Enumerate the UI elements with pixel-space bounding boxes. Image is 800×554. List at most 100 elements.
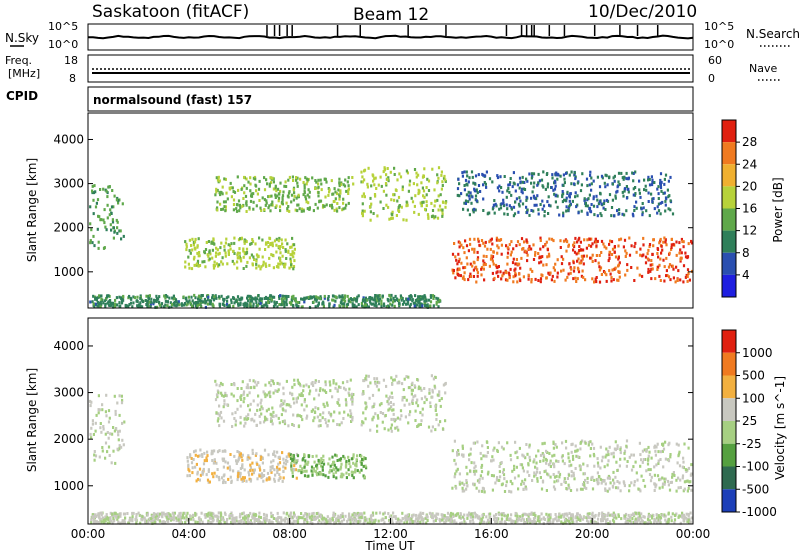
- velocity-cell: [271, 464, 274, 468]
- velocity-cell: [301, 458, 304, 462]
- velocity-cell: [579, 440, 583, 444]
- velocity-cell: [362, 411, 365, 415]
- velocity-cell: [624, 514, 627, 518]
- velocity-cell: [238, 515, 241, 519]
- velocity-cell: [300, 471, 303, 475]
- velocity-cell: [442, 383, 445, 387]
- velocity-cell: [251, 468, 254, 472]
- power-cell: [543, 210, 546, 213]
- power-cell: [238, 209, 241, 213]
- power-cell: [500, 186, 503, 189]
- power-cell: [273, 239, 277, 243]
- velocity-cell: [553, 487, 557, 491]
- power-cell: [532, 194, 535, 198]
- power-cell: [385, 193, 388, 197]
- velocity-cell: [596, 471, 599, 475]
- power-cell: [385, 203, 388, 207]
- velocity-cell: [446, 511, 450, 515]
- power-cell: [651, 178, 654, 182]
- velocity-cell: [358, 470, 361, 474]
- velocity-cell: [515, 450, 519, 454]
- power-cell: [188, 249, 191, 253]
- velocity-cell: [583, 481, 586, 484]
- velocity-cell: [289, 453, 292, 457]
- velocity-cell: [332, 475, 335, 479]
- velocity-cell: [430, 429, 433, 433]
- power-cell: [647, 191, 650, 195]
- velocity-cell: [198, 467, 202, 471]
- power-cell: [521, 247, 524, 251]
- velocity-cell: [360, 468, 363, 472]
- power-cell: [492, 262, 495, 266]
- velocity-cell: [239, 467, 242, 471]
- velocity-cell: [587, 443, 590, 447]
- power-cell: [550, 186, 553, 189]
- power-cell: [118, 229, 121, 233]
- velocity-cell: [219, 381, 223, 385]
- velocity-cell: [375, 377, 379, 381]
- velocity-cell: [243, 476, 246, 480]
- power-cell: [230, 242, 233, 246]
- velocity-cell: [223, 402, 226, 406]
- velocity-cell: [605, 447, 608, 451]
- power-cell: [467, 278, 470, 282]
- velocity-cell: [553, 475, 557, 479]
- velocity-cell: [313, 397, 316, 401]
- velocity-cell: [299, 516, 302, 520]
- velocity-cell: [521, 516, 524, 520]
- velocity-cell: [223, 473, 226, 477]
- velocity-cell: [526, 452, 529, 456]
- power-cell: [555, 171, 558, 175]
- power-cell: [541, 207, 544, 211]
- power-cell: [679, 248, 682, 252]
- velocity-cell: [231, 517, 234, 521]
- power-cell: [240, 236, 243, 240]
- velocity-cell: [187, 463, 190, 467]
- power-cell: [374, 176, 377, 180]
- velocity-cell: [350, 397, 353, 401]
- power-cell: [468, 237, 472, 241]
- velocity-cell: [549, 459, 552, 463]
- velocity-cell: [388, 519, 391, 522]
- power-cell: [532, 209, 535, 213]
- power-cell: [224, 200, 227, 204]
- power-cell: [283, 296, 286, 300]
- velocity-cell: [108, 454, 111, 457]
- power-cell: [307, 188, 310, 192]
- power-cell: [112, 236, 115, 240]
- power-cell: [305, 182, 308, 186]
- velocity-cell: [630, 481, 633, 485]
- velocity-cell: [319, 459, 323, 463]
- power-cell: [355, 297, 359, 301]
- power-cell: [107, 185, 110, 189]
- power-cell: [440, 170, 443, 174]
- power-cell: [519, 279, 522, 283]
- power-cell: [120, 301, 124, 305]
- power-cell: [187, 255, 190, 259]
- velocity-cell: [123, 420, 126, 424]
- power-cell: [583, 197, 586, 201]
- velocity-cell: [552, 462, 556, 466]
- velocity-cell: [343, 410, 346, 414]
- power-cell: [549, 204, 552, 208]
- velocity-cell: [489, 520, 492, 524]
- power-cell: [267, 299, 270, 303]
- power-cell: [299, 177, 302, 181]
- velocity-cell: [607, 521, 610, 525]
- power-cell: [477, 173, 480, 177]
- velocity-cell: [320, 472, 323, 476]
- power-cell: [456, 193, 459, 197]
- velocity-cell: [602, 479, 605, 483]
- power-cell: [190, 267, 194, 271]
- power-cell: [545, 263, 548, 267]
- power-cell: [120, 237, 123, 241]
- power-cell: [148, 300, 151, 304]
- power-cell: [676, 278, 679, 282]
- power-cell: [292, 265, 296, 268]
- velocity-cell: [612, 478, 615, 482]
- velocity-cell: [387, 397, 390, 401]
- velocity-cell: [246, 520, 250, 524]
- power-cell: [481, 172, 484, 176]
- power-cell: [531, 190, 534, 194]
- power-cell: [347, 298, 350, 302]
